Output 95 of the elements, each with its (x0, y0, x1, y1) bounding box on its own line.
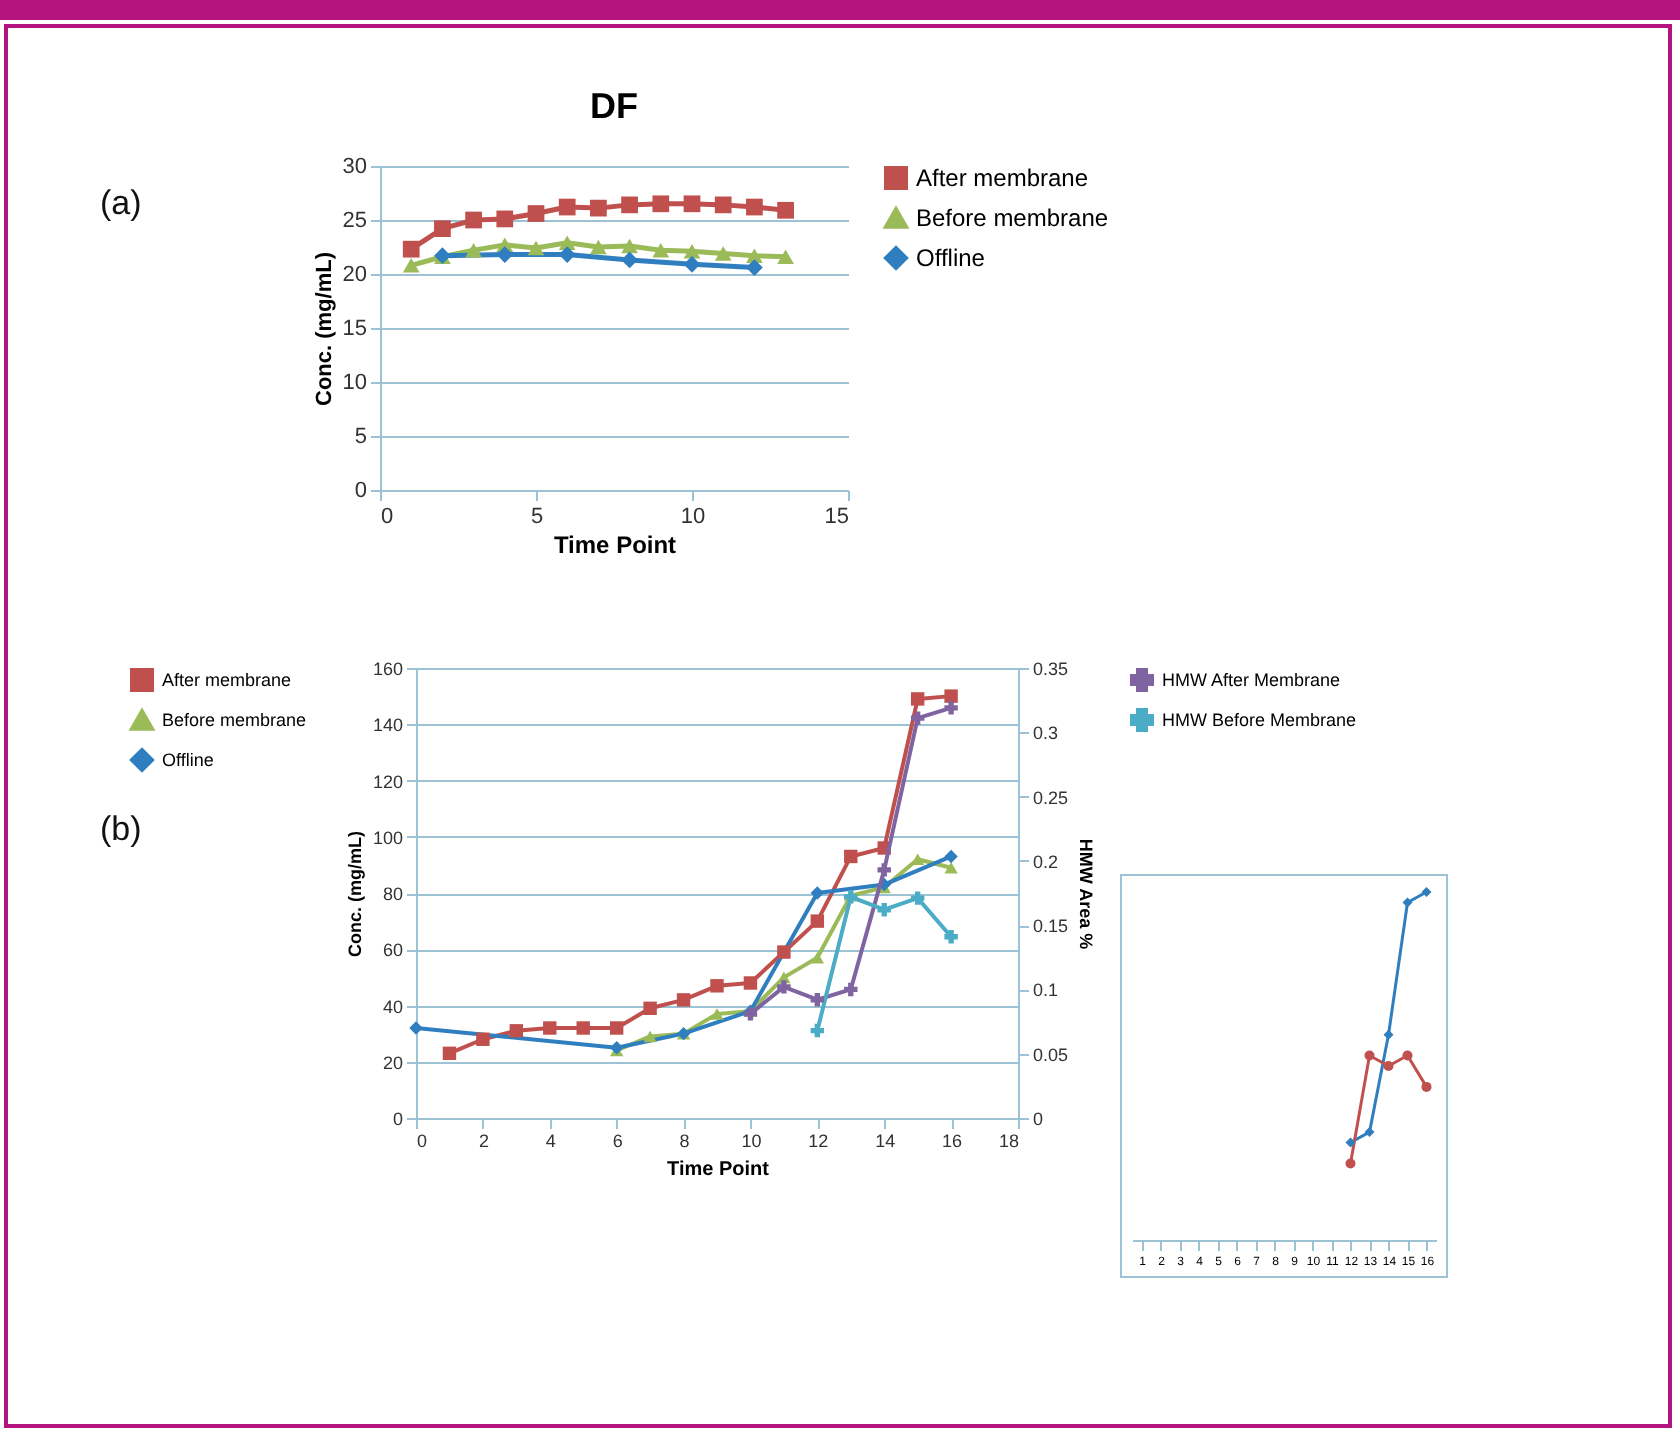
point (810, 886, 825, 900)
point (910, 692, 925, 706)
legend-label: HMW Before Membrane (1162, 710, 1357, 730)
point (676, 993, 691, 1007)
point (1364, 1050, 1375, 1061)
point (509, 1024, 524, 1038)
point (777, 945, 791, 959)
y-tick-label: 30 (342, 155, 367, 179)
point (643, 1001, 657, 1016)
legend-label: After membrane (916, 164, 1089, 192)
point (576, 1021, 590, 1035)
point (944, 861, 958, 874)
point (1364, 1127, 1375, 1138)
point (877, 863, 891, 877)
y2-axis-title: HMW Area % (1076, 838, 1097, 950)
point (810, 951, 825, 964)
point (1421, 1081, 1432, 1092)
y-axis-title: Conc. (mg/mL) (312, 251, 337, 406)
point (877, 903, 891, 917)
point (1421, 887, 1432, 897)
point (609, 1021, 624, 1035)
y-tick-label: 40 (382, 996, 403, 1017)
y2-tick-label: 0.05 (1033, 1044, 1069, 1065)
x-tick-label: 18 (998, 1131, 1019, 1151)
point (476, 1032, 490, 1046)
y-tick-label: 20 (382, 1052, 403, 1073)
y2-tick-label: 0.3 (1033, 723, 1059, 744)
point (543, 1021, 557, 1035)
y-tick-label: 160 (372, 659, 403, 679)
x-axis-title: Time Point (667, 1159, 771, 1181)
y-tick-label: 0 (354, 479, 367, 503)
x-tick-label: 0 (417, 1131, 428, 1151)
x-tick-label: 6 (612, 1131, 623, 1151)
x-tick-label: 2 (478, 1131, 489, 1151)
y-tick-label: 25 (342, 209, 367, 233)
point (710, 1008, 724, 1020)
x-tick-label: 5 (530, 505, 544, 529)
point (1383, 1061, 1394, 1071)
legend-label: HMW After Membrane (1162, 670, 1341, 690)
y2-tick-label: 0.35 (1033, 659, 1069, 679)
x-tick-label: 8 (679, 1131, 690, 1151)
x-tick-label: 12 (808, 1131, 829, 1151)
legend-label: Offline (916, 244, 986, 272)
point (844, 982, 858, 997)
y-axis-title: Conc. (mg/mL) (344, 831, 365, 957)
y2-tick-label: 0.25 (1033, 787, 1069, 808)
legend-label: Before membrane (916, 204, 1109, 232)
point (710, 979, 724, 993)
x-tick-label: 16 (942, 1131, 963, 1151)
y-tick-label: 0 (392, 1109, 403, 1129)
y-tick-label: 10 (342, 371, 367, 395)
point (944, 689, 958, 703)
point (910, 891, 925, 905)
legend-label: After membrane (162, 670, 292, 690)
point (944, 849, 958, 864)
y-tick-label: 20 (342, 263, 367, 287)
y-tick-label: 5 (354, 425, 367, 449)
legend-label: Offline (162, 750, 214, 770)
y2-tick-label: 0.15 (1033, 916, 1069, 937)
point (777, 980, 791, 994)
point (1383, 1029, 1394, 1040)
point (944, 930, 958, 944)
y-tick-label: 80 (382, 884, 403, 904)
y-tick-label: 60 (382, 940, 403, 961)
point (810, 914, 825, 928)
point (810, 1023, 825, 1038)
point (910, 711, 925, 725)
y-tick-label: 140 (372, 715, 403, 736)
y2-tick-label: 0 (1033, 1109, 1044, 1129)
y2-tick-label: 0.1 (1033, 980, 1059, 1001)
point (409, 1021, 423, 1035)
legend-label: Before membrane (162, 710, 307, 730)
point (1345, 1137, 1356, 1148)
point (810, 993, 825, 1007)
y-tick-label: 15 (342, 317, 367, 341)
point (643, 1030, 657, 1043)
chart-title: DF (590, 86, 638, 126)
x-tick-label: 10 (680, 505, 706, 529)
x-tick-label: 10 (741, 1131, 762, 1151)
y-tick-label: 100 (372, 827, 403, 848)
text: (b) (100, 810, 142, 850)
x-tick-label: 15 (824, 505, 849, 529)
point (442, 1046, 457, 1061)
y-tick-label: 120 (372, 771, 403, 792)
point (1345, 1158, 1356, 1169)
point (844, 849, 858, 864)
point (1402, 897, 1413, 908)
y2-tick-label: 0.2 (1033, 851, 1059, 872)
x-tick-label: 14 (875, 1131, 896, 1151)
point (944, 701, 958, 715)
x-tick-label: 4 (545, 1131, 556, 1151)
point (1402, 1050, 1413, 1061)
x-axis-title: Time Point (553, 531, 677, 559)
text: (a) (100, 184, 142, 224)
point (743, 976, 758, 990)
